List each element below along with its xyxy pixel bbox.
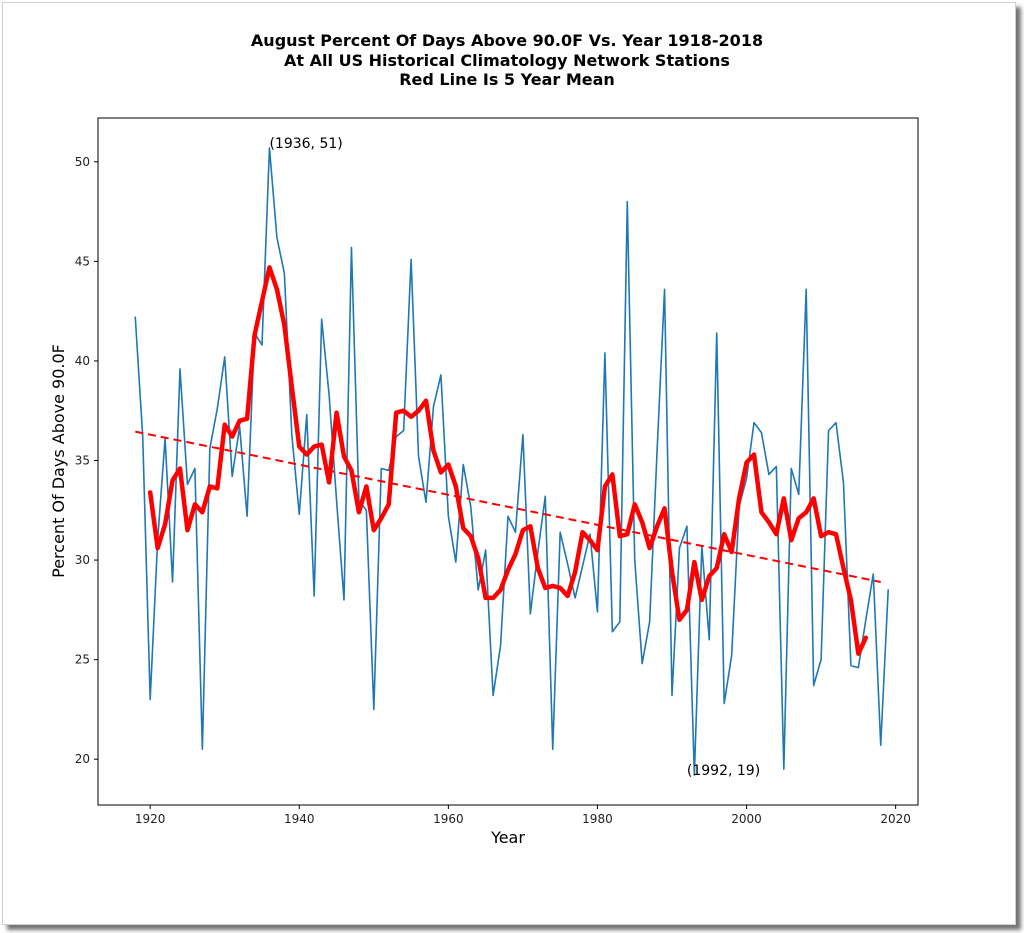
- figure-frame: [2, 2, 1016, 925]
- plot-area-frame: [97, 117, 919, 806]
- x-tick-label: 1960: [433, 812, 464, 826]
- chart-title: August Percent Of Days Above 90.0F Vs. Y…: [0, 31, 1014, 90]
- series-line-annual: [134, 147, 889, 776]
- y-axis-label: Percent Of Days Above 90.0F: [49, 344, 68, 578]
- series-line-5-year-mean: [147, 265, 869, 656]
- x-tick-label: 2000: [731, 812, 762, 826]
- x-tick-label: 1980: [582, 812, 613, 826]
- y-tick-label: 25: [75, 653, 90, 667]
- x-axis-label: Year: [490, 828, 525, 847]
- y-tick-label: 50: [75, 155, 90, 169]
- trend-line: [135, 430, 881, 583]
- x-tick-label: 2020: [880, 812, 911, 826]
- annotation-layer: (1936, 51) (1992, 19): [269, 136, 760, 779]
- x-tick-label: 1940: [284, 812, 315, 826]
- y-tick-label: 30: [75, 553, 90, 567]
- chart-title-line-1: August Percent Of Days Above 90.0F Vs. Y…: [250, 31, 764, 50]
- y-tick-label: 20: [75, 752, 90, 766]
- x-tick-label: 1920: [135, 812, 166, 826]
- series-layer: [134, 147, 889, 776]
- y-tick-label: 35: [75, 454, 90, 468]
- annotation-label: (1992, 19): [687, 763, 760, 779]
- y-tick-label: 45: [75, 254, 90, 268]
- chart-title-line-2: At All US Historical Climatology Network…: [284, 50, 730, 70]
- chart-title-line-3: Red Line Is 5 Year Mean: [399, 70, 615, 89]
- y-tick-label: 40: [75, 354, 90, 368]
- annotation-label: (1936, 51): [269, 136, 342, 152]
